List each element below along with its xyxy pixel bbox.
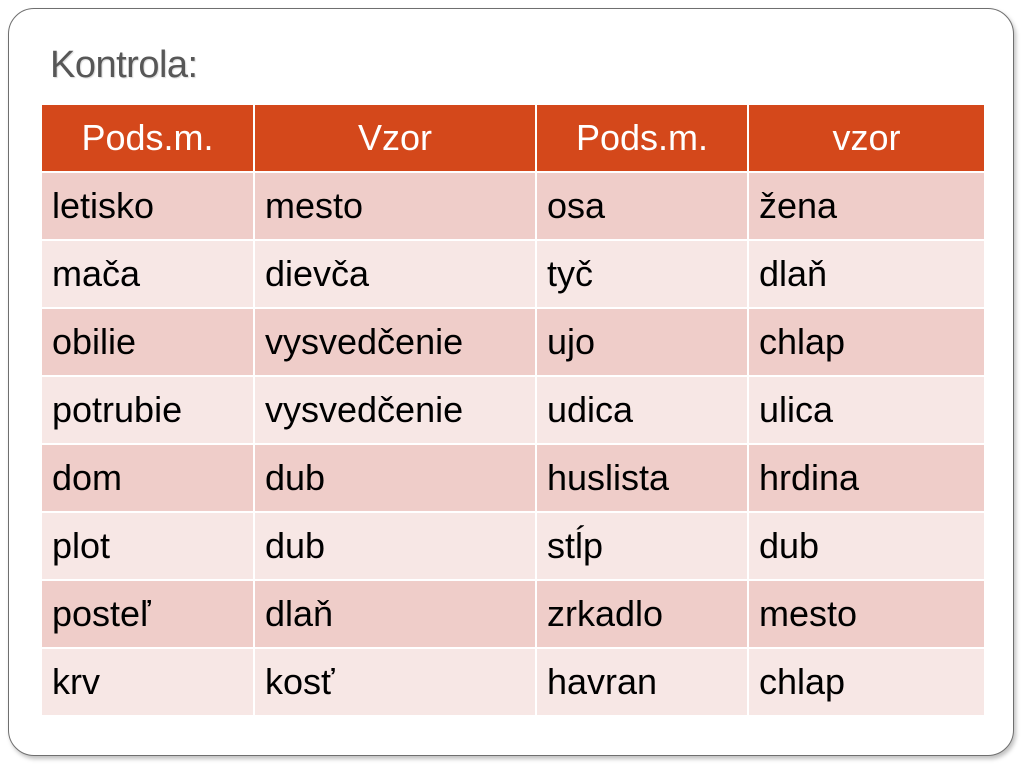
table-cell: mesto bbox=[253, 171, 537, 241]
table-row: obilie vysvedčenie ujo chlap bbox=[40, 307, 986, 377]
table-row: letisko mesto osa žena bbox=[40, 171, 986, 241]
table-cell: tyč bbox=[535, 239, 749, 309]
table-cell: hrdina bbox=[747, 443, 986, 513]
table-cell: dievča bbox=[253, 239, 537, 309]
table-cell: huslista bbox=[535, 443, 749, 513]
table-cell: mača bbox=[40, 239, 255, 309]
table-cell: krv bbox=[40, 647, 255, 717]
table-cell: dub bbox=[747, 511, 986, 581]
table-cell: žena bbox=[747, 171, 986, 241]
table-cell: dub bbox=[253, 511, 537, 581]
table-row: potrubie vysvedčenie udica ulica bbox=[40, 375, 986, 445]
table-cell: udica bbox=[535, 375, 749, 445]
table-cell: ujo bbox=[535, 307, 749, 377]
table-row: plot dub stĺp dub bbox=[40, 511, 986, 581]
table-header-row: Pods.m. Vzor Pods.m. vzor bbox=[40, 103, 986, 173]
table-cell: chlap bbox=[747, 647, 986, 717]
table-cell: kosť bbox=[253, 647, 537, 717]
table-cell: posteľ bbox=[40, 579, 255, 649]
table-cell: potrubie bbox=[40, 375, 255, 445]
table-cell: ulica bbox=[747, 375, 986, 445]
header-pattern-1: Vzor bbox=[253, 103, 537, 173]
header-pattern-2: vzor bbox=[747, 103, 986, 173]
table-cell: dlaň bbox=[747, 239, 986, 309]
table-cell: letisko bbox=[40, 171, 255, 241]
table-row: krv kosť havran chlap bbox=[40, 647, 986, 717]
table-cell: vysvedčenie bbox=[253, 307, 537, 377]
table-cell: chlap bbox=[747, 307, 986, 377]
table-cell: zrkadlo bbox=[535, 579, 749, 649]
table-cell: mesto bbox=[747, 579, 986, 649]
slide-title: Kontrola: bbox=[50, 44, 198, 86]
declension-table: Pods.m. Vzor Pods.m. vzor letisko mesto … bbox=[40, 103, 986, 717]
table-cell: plot bbox=[40, 511, 255, 581]
table-cell: vysvedčenie bbox=[253, 375, 537, 445]
table-row: mača dievča tyč dlaň bbox=[40, 239, 986, 309]
table-row: posteľ dlaň zrkadlo mesto bbox=[40, 579, 986, 649]
header-noun-1: Pods.m. bbox=[40, 103, 255, 173]
table-cell: obilie bbox=[40, 307, 255, 377]
header-noun-2: Pods.m. bbox=[535, 103, 749, 173]
table-row: dom dub huslista hrdina bbox=[40, 443, 986, 513]
table-cell: osa bbox=[535, 171, 749, 241]
table-cell: dub bbox=[253, 443, 537, 513]
table-cell: havran bbox=[535, 647, 749, 717]
table-cell: dlaň bbox=[253, 579, 537, 649]
table-cell: dom bbox=[40, 443, 255, 513]
table-cell: stĺp bbox=[535, 511, 749, 581]
